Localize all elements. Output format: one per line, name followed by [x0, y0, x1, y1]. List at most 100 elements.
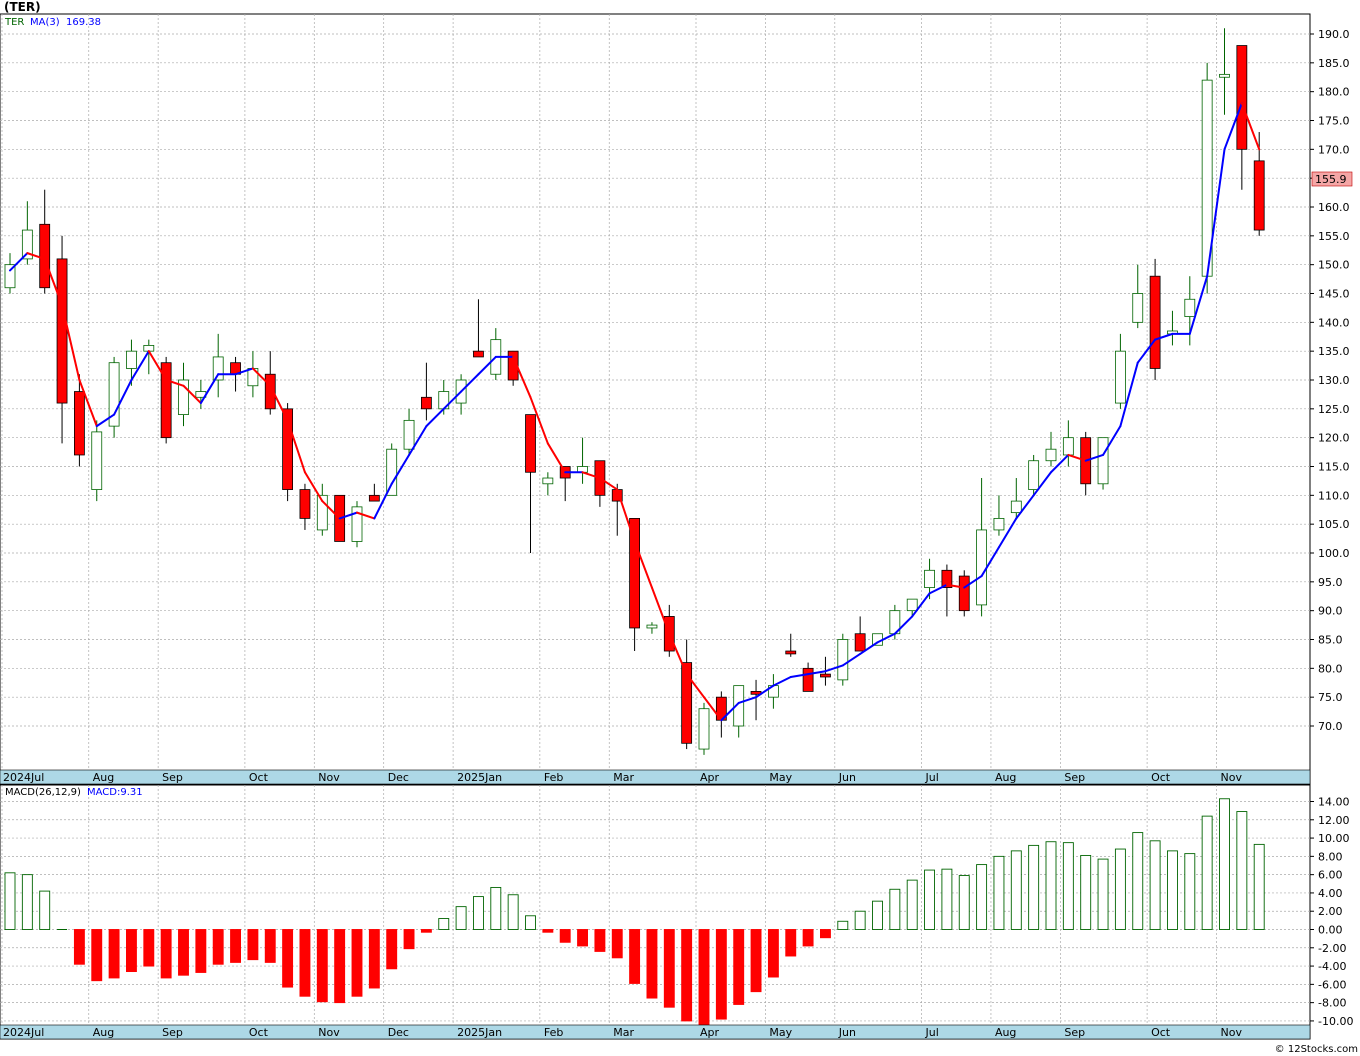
macd-value-label: MACD:9.31	[87, 787, 143, 798]
macd-tick-label: -2.00	[1318, 942, 1346, 955]
macd-tick-label: 8.00	[1318, 850, 1343, 863]
date-label: Oct	[1151, 1026, 1171, 1039]
candle-down	[473, 350, 484, 358]
candle-down	[941, 569, 953, 588]
price-tick-label: 95.0	[1318, 576, 1343, 589]
macd-bar	[420, 929, 432, 933]
ma3-segment	[425, 407, 445, 428]
candle-up	[1115, 350, 1126, 404]
date-label: 2025Jan	[457, 1026, 502, 1039]
price-gridlines	[0, 14, 1310, 770]
ma3-segment	[997, 517, 1018, 549]
price-tick-label: 110.0	[1318, 489, 1350, 502]
price-y-axis: 70.0 75.0 80.0 85.0 90.0 95.0 100.0 105.0 110.0 1…	[1310, 28, 1350, 733]
ma3-segment	[130, 350, 150, 381]
ma3-segment	[408, 425, 428, 456]
ma3-segment	[78, 379, 98, 428]
macd-bar	[872, 900, 883, 930]
ma3-segment	[113, 379, 133, 416]
macd-bar	[490, 886, 502, 930]
date-label: Oct	[1151, 771, 1171, 784]
macd-bar	[368, 929, 380, 989]
candle-up	[733, 685, 745, 727]
ma3-segment	[807, 670, 827, 676]
date-axis-bands: 2024Jul Aug Sep Oct Nov Dec 2025Jan Feb Mar Apr Ma…	[0, 769, 1311, 1040]
candle-up	[178, 379, 189, 415]
candle-up	[976, 529, 987, 606]
ma3-segment	[1136, 338, 1157, 364]
candle-down	[681, 662, 693, 744]
price-tick-label: 85.0	[1318, 634, 1343, 647]
macd-bar	[282, 929, 294, 988]
ma3-segment	[234, 367, 254, 376]
ma3-segment	[286, 419, 306, 474]
macd-bar	[125, 929, 137, 973]
price-tick-label: 80.0	[1318, 662, 1343, 675]
macd-bar	[108, 929, 120, 979]
ma3-segment	[1223, 102, 1243, 151]
date-label: Apr	[700, 771, 720, 784]
ma3-segment	[477, 355, 497, 376]
candle-down	[958, 575, 970, 612]
macd-bar	[1184, 853, 1196, 930]
date-label: Aug	[995, 771, 1016, 784]
macd-bar	[178, 929, 189, 976]
price-tick-label: 190.0	[1318, 28, 1350, 41]
ma3-segment	[1050, 453, 1070, 474]
price-tick-label: 115.0	[1318, 461, 1350, 474]
ma3-segment	[1206, 148, 1226, 278]
candle-down	[39, 223, 51, 289]
candle-up	[1097, 437, 1109, 485]
candle-up	[1132, 293, 1144, 323]
macd-bar	[507, 894, 519, 930]
ma3-segment	[26, 252, 46, 260]
macd-bar	[73, 929, 85, 965]
macd-bar	[386, 929, 398, 970]
macd-bar	[160, 929, 172, 979]
candle-up	[91, 431, 103, 490]
symbol-title: (TER)	[4, 0, 41, 14]
candle-down	[74, 391, 85, 456]
ma3-segment	[442, 390, 463, 410]
macd-date-band	[0, 1024, 1311, 1040]
macd-bar	[837, 920, 849, 930]
date-label: Oct	[249, 771, 269, 784]
macd-bar	[299, 929, 311, 997]
macd-tick-label: -10.00	[1318, 1015, 1353, 1028]
legend-ticker: TER	[4, 17, 24, 28]
date-label: Jun	[838, 1026, 856, 1039]
macd-bar	[1080, 854, 1092, 930]
candle-down	[160, 362, 172, 439]
candle-up	[4, 264, 16, 289]
macd-bar	[594, 929, 606, 952]
candle-down	[1236, 45, 1248, 150]
candle-down	[56, 258, 68, 404]
candle-down	[1149, 275, 1161, 369]
macd-bar	[577, 929, 588, 947]
ma3-segment	[963, 575, 983, 589]
date-label: Dec	[388, 1026, 409, 1039]
ma3-segment	[1032, 471, 1052, 497]
ma3-segment	[789, 673, 810, 678]
candle-up	[1028, 460, 1040, 490]
price-panel-frame	[0, 13, 1311, 785]
macd-bar	[767, 929, 779, 978]
candle-up	[1010, 500, 1022, 514]
ma3-segment	[251, 367, 272, 387]
macd-bar	[351, 929, 363, 997]
candle-up	[1184, 298, 1196, 317]
legend-ma-value: 169.38	[66, 17, 101, 28]
price-tick-label: 185.0	[1318, 57, 1350, 70]
ma3-segment	[321, 500, 341, 520]
ma3-line	[9, 102, 1261, 722]
ma3-segment	[460, 373, 480, 393]
price-tick-label: 90.0	[1318, 605, 1343, 618]
candle-down	[785, 650, 797, 655]
price-tick-label: 160.0	[1318, 201, 1350, 214]
candle-up	[351, 506, 363, 542]
macd-bar	[663, 929, 675, 1008]
candle-up	[316, 494, 328, 531]
macd-bar	[1236, 811, 1248, 930]
